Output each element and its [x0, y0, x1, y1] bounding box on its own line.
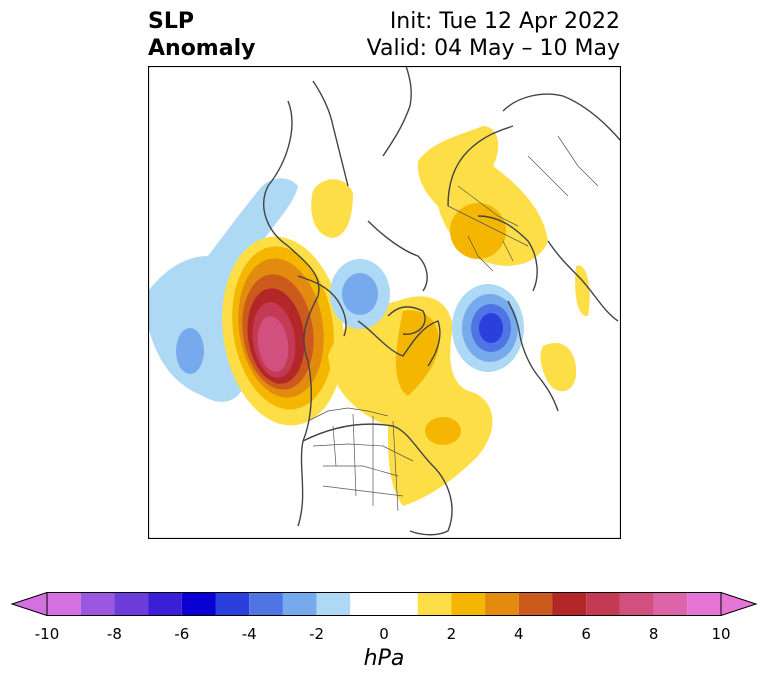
- colorbar-cell: [586, 592, 620, 616]
- atlantic-low: [452, 284, 524, 372]
- east-atlantic-high: [540, 265, 590, 392]
- colorbar-tick-label: 8: [648, 625, 659, 643]
- colorbar-cell: [114, 592, 149, 616]
- colorbar-tick-label: 2: [446, 625, 457, 643]
- colorbar-tick-label: 10: [711, 625, 731, 643]
- colorbar-tick-label: -6: [174, 625, 190, 643]
- colorbar-cell: [215, 592, 250, 616]
- colorbar-cell: [249, 592, 283, 616]
- colorbar-cell: [350, 592, 418, 616]
- colorbar-tick-label: -4: [241, 625, 257, 643]
- colorbar-cell: [485, 592, 519, 616]
- colorbar-frame: [46, 592, 722, 616]
- title-line-2: Anomaly: [148, 36, 256, 61]
- colorbar-cell: [148, 592, 182, 616]
- bering-low: [330, 259, 390, 329]
- map-frame: [148, 66, 621, 539]
- colorbar: [10, 592, 758, 616]
- map-subtitle: Init: Tue 12 Apr 2022 Valid: 04 May – 10…: [367, 8, 620, 62]
- colorbar-cell: [417, 592, 452, 616]
- anomaly-layer: [148, 126, 590, 506]
- alaska-high: [222, 236, 344, 426]
- slp-anomaly-map: [148, 66, 621, 539]
- colorbar-cell: [47, 592, 81, 616]
- colorbar-tick-label: 0: [379, 625, 389, 643]
- colorbar-tick-label: 6: [581, 625, 591, 643]
- eastern-canada-high: [328, 296, 493, 506]
- colorbar-cell: [619, 592, 654, 616]
- colorbar-cell: [451, 592, 486, 616]
- colorbar-tick-label: -10: [34, 625, 60, 643]
- colorbar-cell: [316, 592, 351, 616]
- siberia-high: [417, 126, 548, 266]
- political-borders: [307, 135, 599, 512]
- colorbar-left-extend-arrow: [12, 592, 47, 616]
- colorbar-tick-label: 4: [514, 625, 524, 643]
- valid-range: Valid: 04 May – 10 May: [366, 36, 620, 61]
- map-title: SLP Anomaly: [148, 8, 255, 62]
- coastlines: [263, 66, 621, 536]
- central-pacific-low: [148, 178, 298, 402]
- colorbar-unit-label: hPa: [363, 646, 405, 671]
- colorbar-tick-label: -2: [309, 625, 325, 643]
- colorbar-cell: [282, 592, 317, 616]
- colorbar-tick-label: -8: [106, 625, 122, 643]
- colorbar-cell: [687, 592, 721, 616]
- colorbar-right-extend-arrow: [721, 592, 756, 616]
- colorbar-cell: [181, 592, 216, 616]
- colorbar-cell: [80, 592, 115, 616]
- colorbar-cell: [552, 592, 587, 616]
- colorbar-cell: [518, 592, 553, 616]
- colorbar-cell: [653, 592, 688, 616]
- init-date: Init: Tue 12 Apr 2022: [389, 9, 620, 34]
- east-siberia-high: [311, 179, 353, 238]
- title-line-1: SLP: [148, 9, 194, 34]
